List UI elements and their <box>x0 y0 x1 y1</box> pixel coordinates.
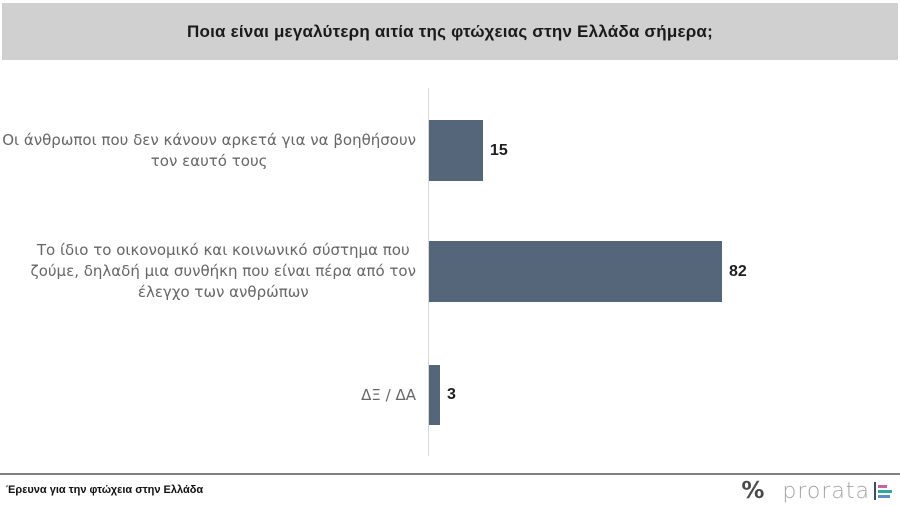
category-axis-line <box>428 88 429 456</box>
bar-row: Οι άνθρωποι που δεν κάνουν αρκετά για να… <box>0 120 900 181</box>
bar-row: ΔΞ / ΔΑ 3 <box>0 365 900 425</box>
bar-value-label: 15 <box>490 141 508 159</box>
category-label-line: Οι άνθρωποι που δεν κάνουν αρκετά για να… <box>2 130 416 149</box>
source-text: Έρευνα για την φτώχεια στην Ελλάδα <box>6 484 204 496</box>
bar <box>429 241 722 302</box>
category-label-line: ζούμε, δηλαδή μια συνθήκη που είναι πέρα… <box>30 262 416 280</box>
bar-chart: Οι άνθρωποι που δεν κάνουν αρκετά για να… <box>0 60 900 473</box>
bar-area: 82 <box>429 241 900 302</box>
footer: Έρευνα για την φτώχεια στην Ελλάδα % pro… <box>0 473 900 506</box>
prorata-brand-text: prorata <box>782 478 870 504</box>
bar-chart-icon-axis <box>874 482 876 500</box>
percent-icon: % <box>741 478 765 504</box>
bar-area: 3 <box>429 365 900 425</box>
category-label-line: Το ίδιο το οικονομικό και κοινωνικό σύστ… <box>36 241 410 259</box>
bar-row: Το ίδιο το οικονομικό και κοινωνικό σύστ… <box>0 241 900 302</box>
bar-value-label: 3 <box>447 386 456 403</box>
category-label-line: ΔΞ / ΔΑ <box>361 385 416 404</box>
bar-chart-icon <box>874 481 892 501</box>
question-banner: Ποια είναι μεγαλύτερη αιτία της φτώχειας… <box>2 3 898 60</box>
category-label: ΔΞ / ΔΑ <box>361 365 416 425</box>
category-label-line: τον εαυτό τους <box>150 151 268 170</box>
category-label: Οι άνθρωποι που δεν κάνουν αρκετά για να… <box>2 120 416 181</box>
category-label: Το ίδιο το οικονομικό και κοινωνικό σύστ… <box>31 241 416 302</box>
prorata-logo: % prorata <box>741 478 892 504</box>
bar <box>429 120 483 181</box>
bar-value-label: 82 <box>729 262 747 280</box>
bar-chart-icon-bars <box>878 484 892 499</box>
category-label-line: έλεγχο των ανθρώπων <box>137 283 309 301</box>
chart-title: Ποια είναι μεγαλύτερη αιτία της φτώχειας… <box>187 21 713 41</box>
bar <box>429 365 440 425</box>
bar-area: 15 <box>429 120 900 181</box>
